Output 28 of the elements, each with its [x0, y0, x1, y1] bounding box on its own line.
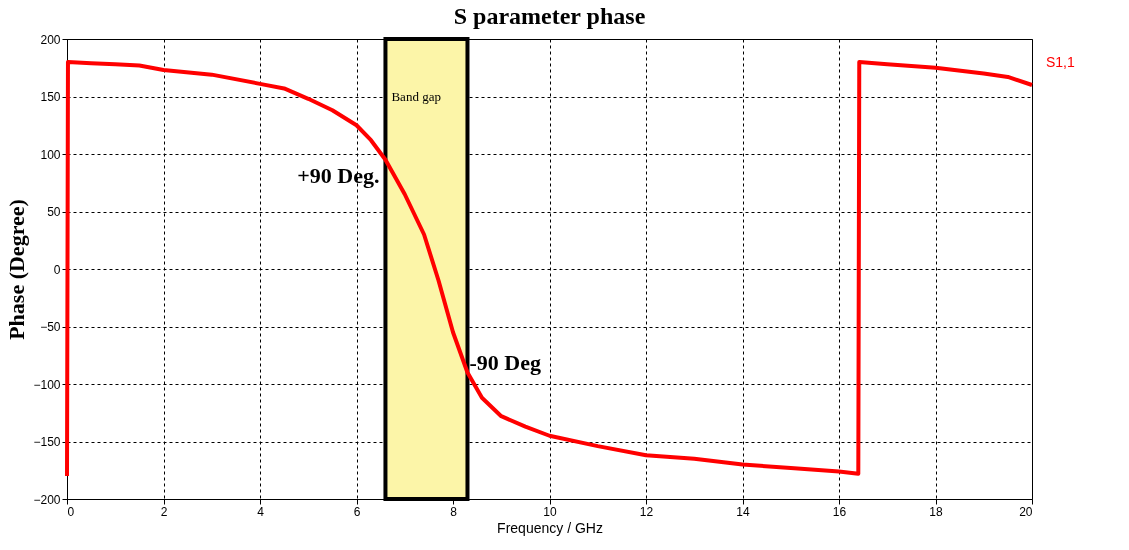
x-tick-label: 18: [929, 504, 943, 519]
y-axis-title: Phase (Degree): [4, 199, 30, 340]
x-tick-label: 2: [160, 504, 168, 519]
series-label: S1,1: [1046, 54, 1076, 70]
x-tick-label: 10: [543, 504, 557, 519]
x-tick-label: 4: [257, 504, 265, 519]
x-axis-title: Frequency / GHz: [497, 519, 603, 536]
annotation: -90 Deg: [469, 349, 541, 375]
y-tick-label: 150: [40, 90, 61, 104]
x-tick-label: 6: [353, 504, 361, 519]
y-tick-label: 100: [40, 147, 61, 162]
x-tick-label: 16: [832, 504, 847, 519]
x-tick-label: 20: [1019, 504, 1033, 519]
annotation: +90 Deg.: [297, 162, 380, 188]
y-tick-label: 0: [53, 262, 61, 277]
x-tick-label: 12: [639, 504, 654, 519]
band-label: Band gap: [391, 89, 441, 104]
y-tick-label: 200: [40, 32, 61, 47]
x-tick-label: 8: [450, 504, 458, 519]
line-series: [65, 60, 1034, 478]
chart-title: S parameter phase: [453, 3, 646, 29]
y-tick-label: −150: [33, 435, 61, 449]
y-tick-label: −50: [40, 320, 61, 334]
y-tick-label: −100: [33, 377, 61, 392]
y-tick-label: 50: [47, 205, 61, 219]
y-tick-label: −200: [33, 492, 61, 507]
x-tick-label: 0: [67, 504, 75, 519]
x-tick-label: 14: [736, 504, 750, 519]
